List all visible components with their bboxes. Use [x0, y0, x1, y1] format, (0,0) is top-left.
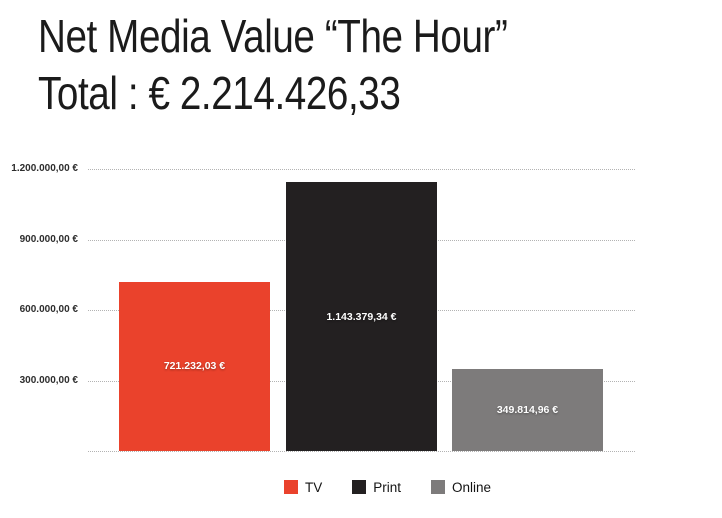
legend-label-online: Online [452, 479, 492, 495]
bar-tv: 721.232,03 € [119, 281, 270, 451]
y-tick-label-1: 900.000,00 € [19, 233, 78, 245]
legend-label-tv: TV [305, 479, 323, 495]
legend: TV Print Online [284, 479, 491, 495]
y-tick-label-3: 300.000,00 € [19, 374, 78, 386]
gridline-0 [88, 169, 635, 170]
bar-value-label-online: 349.814,96 € [496, 403, 559, 416]
y-tick-label-2: 600.000,00 € [19, 304, 78, 315]
legend-item-tv: TV [284, 480, 322, 495]
legend-label-print: Print [373, 479, 402, 495]
legend-item-online: Online [431, 480, 491, 495]
chart-title-line2: Total : € 2.214.426,33 [38, 67, 401, 119]
x-axis-baseline [88, 451, 635, 452]
legend-item-print: Print [352, 480, 401, 495]
chart-title: Net Media Value “The Hour” Total : € 2.2… [38, 8, 508, 122]
legend-swatch-print [352, 480, 367, 494]
chart-title-line1: Net Media Value “The Hour” [38, 10, 508, 62]
bar-value-label-print: 1.143.379,34 € [326, 310, 397, 323]
legend-swatch-tv [284, 480, 298, 494]
legend-swatch-online [431, 480, 446, 494]
bar-online: 349.814,96 € [452, 368, 603, 451]
bar-value-label-tv: 721.232,03 € [163, 360, 226, 373]
bar-print: 1.143.379,34 € [286, 182, 437, 451]
y-tick-label-0: 1.200.000,00 € [11, 163, 78, 174]
